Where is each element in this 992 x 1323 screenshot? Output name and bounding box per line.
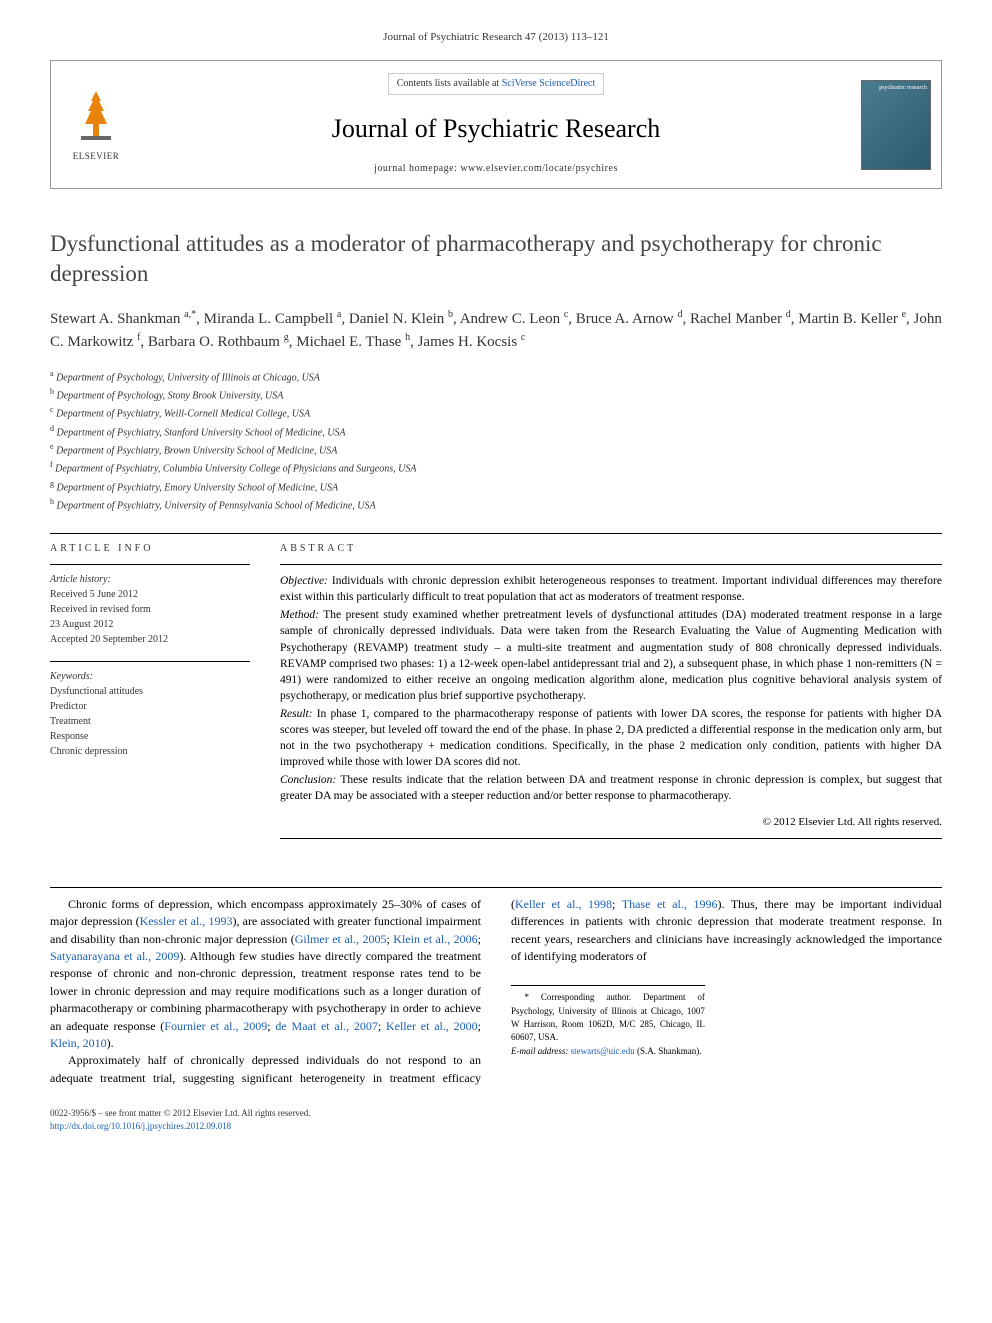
ref-thase-1996[interactable]: Thase et al., 1996 [622,897,718,911]
corresponding-email[interactable]: stewarts@uic.edu [571,1046,635,1056]
rule-body-top [50,887,942,888]
affiliation: d Department of Psychiatry, Stanford Uni… [50,423,942,440]
cover-thumbnail-cell: psychiatric research [851,61,941,187]
body-paragraph-1: Chronic forms of depression, which encom… [50,896,481,1053]
keyword: Dysfunctional attitudes [50,685,250,699]
sciencedirect-link[interactable]: SciVerse ScienceDirect [502,78,596,89]
keywords: Keywords: Dysfunctional attitudesPredict… [50,670,250,759]
keyword: Response [50,730,250,744]
contents-prefix: Contents lists available at [397,78,502,89]
journal-header: ELSEVIER Contents lists available at Sci… [50,60,942,188]
email-label: E-mail address: [511,1046,571,1056]
history-label: Article history: [50,573,250,587]
article-info: ARTICLE INFO Article history: Received 5… [50,542,250,847]
info-abstract-row: ARTICLE INFO Article history: Received 5… [50,542,942,847]
homepage-prefix: journal homepage: [374,163,460,174]
ref-kessler-1993[interactable]: Kessler et al., 1993 [140,914,233,928]
abstract-copyright: © 2012 Elsevier Ltd. All rights reserved… [280,815,942,830]
affiliation: b Department of Psychology, Stony Brook … [50,386,942,403]
affiliation: f Department of Psychiatry, Columbia Uni… [50,459,942,476]
journal-homepage: journal homepage: www.elsevier.com/locat… [153,162,839,176]
affiliation: g Department of Psychiatry, Emory Univer… [50,478,942,495]
ref-keller-1998[interactable]: Keller et al., 1998 [515,897,612,911]
rule-abstract [280,564,942,565]
abstract-head: ABSTRACT [280,542,942,556]
keyword: Treatment [50,715,250,729]
abstract-section: Method: The present study examined wheth… [280,607,942,704]
abstract-section: Result: In phase 1, compared to the phar… [280,706,942,770]
ref-klein-2010[interactable]: Klein, 2010 [50,1036,107,1050]
elsevier-tree-icon [71,86,121,146]
citation-line: Journal of Psychiatric Research 47 (2013… [50,30,942,45]
history-line: 23 August 2012 [50,618,250,632]
keyword: Chronic depression [50,745,250,759]
ref-demaat-2007[interactable]: de Maat et al., 2007 [275,1019,377,1033]
abstract-section: Objective: Individuals with chronic depr… [280,573,942,605]
author-list: Stewart A. Shankman a,*, Miranda L. Camp… [50,307,942,354]
ref-keller-2000[interactable]: Keller et al., 2000 [386,1019,478,1033]
header-center: Contents lists available at SciVerse Sci… [141,61,851,187]
homepage-url: www.elsevier.com/locate/psychires [460,163,617,174]
keyword: Predictor [50,700,250,714]
rule-abstract-bottom [280,838,942,839]
journal-name: Journal of Psychiatric Research [153,111,839,147]
history-line: Received 5 June 2012 [50,588,250,602]
rule-info [50,564,250,565]
front-matter-line: 0022-3956/$ – see front matter © 2012 El… [50,1107,942,1120]
abstract-body: Objective: Individuals with chronic depr… [280,573,942,804]
keywords-label: Keywords: [50,670,250,684]
affiliation: a Department of Psychology, University o… [50,368,942,385]
abstract-section: Conclusion: These results indicate that … [280,772,942,804]
article-info-head: ARTICLE INFO [50,542,250,556]
history-line: Received in revised form [50,603,250,617]
corresponding-email-line: E-mail address: stewarts@uic.edu (S.A. S… [511,1045,705,1058]
cover-label: psychiatric research [879,84,927,92]
publisher-logo-cell: ELSEVIER [51,61,141,187]
abstract: ABSTRACT Objective: Individuals with chr… [280,542,942,847]
affiliation: h Department of Psychiatry, University o… [50,496,942,513]
ref-gilmer-2005[interactable]: Gilmer et al., 2005 [295,932,387,946]
email-post: (S.A. Shankman). [635,1046,702,1056]
page-footer: 0022-3956/$ – see front matter © 2012 El… [50,1107,942,1132]
journal-cover-thumb: psychiatric research [861,80,931,170]
rule-keywords [50,661,250,662]
contents-available: Contents lists available at SciVerse Sci… [388,73,605,95]
affiliation: c Department of Psychiatry, Weill-Cornel… [50,404,942,421]
ref-satyanarayana-2009[interactable]: Satyanarayana et al., 2009 [50,949,179,963]
article-history: Article history: Received 5 June 2012Rec… [50,573,250,647]
affiliation: e Department of Psychiatry, Brown Univer… [50,441,942,458]
history-line: Accepted 20 September 2012 [50,633,250,647]
article-title: Dysfunctional attitudes as a moderator o… [50,229,942,289]
ref-fournier-2009[interactable]: Fournier et al., 2009 [164,1019,267,1033]
doi-link[interactable]: http://dx.doi.org/10.1016/j.jpsychires.2… [50,1121,231,1131]
publisher-name: ELSEVIER [73,150,120,163]
ref-klein-2006[interactable]: Klein et al., 2006 [393,932,477,946]
body-text: Chronic forms of depression, which encom… [50,896,942,1087]
corresponding-text: * Corresponding author. Department of Ps… [511,991,705,1043]
affiliations: a Department of Psychology, University o… [50,368,942,514]
rule-top [50,533,942,534]
corresponding-author-note: * Corresponding author. Department of Ps… [511,985,705,1057]
